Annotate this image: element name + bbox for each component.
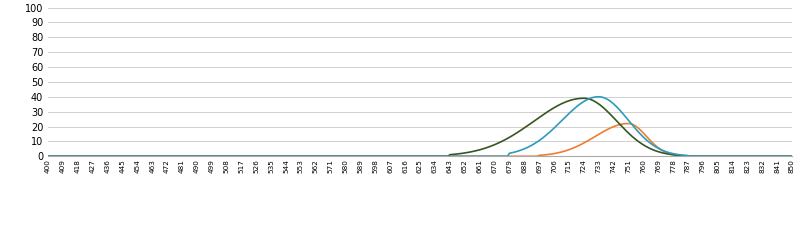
N760 [546, 153, 555, 156]
N760 [668, 153, 678, 156]
N760 [152, 155, 162, 158]
N760 [623, 122, 633, 125]
N760 [43, 155, 53, 158]
N720 [350, 155, 360, 158]
Line: N720: N720 [48, 98, 792, 156]
H720 [43, 155, 53, 158]
N720 [579, 97, 589, 100]
H720 [594, 95, 603, 98]
N720 [787, 155, 797, 158]
N760 [78, 155, 87, 158]
N720 [448, 153, 458, 156]
Line: H720: H720 [48, 97, 792, 156]
H720 [78, 155, 87, 158]
N720 [546, 108, 555, 111]
H720 [787, 155, 797, 158]
N720 [78, 155, 87, 158]
N720 [43, 155, 53, 158]
N760 [350, 155, 360, 158]
N720 [668, 153, 678, 156]
N760 [787, 155, 797, 158]
H720 [546, 130, 555, 133]
N720 [152, 155, 162, 158]
H720 [668, 152, 678, 155]
H720 [152, 155, 162, 158]
H720 [350, 155, 360, 158]
N760 [448, 155, 458, 158]
H720 [448, 155, 458, 158]
Line: N760: N760 [48, 123, 792, 156]
